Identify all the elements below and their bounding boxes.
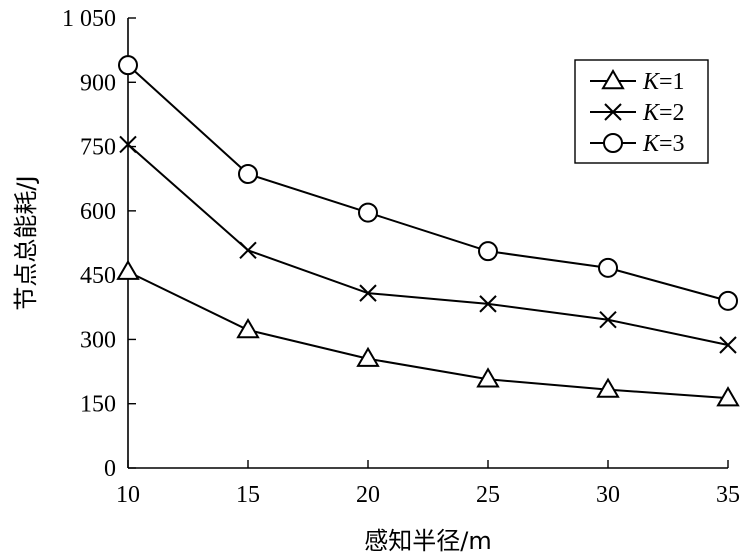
data-point [119, 135, 137, 154]
series-line [127, 270, 729, 400]
x-ticks: 10 15 20 25 30 35 [116, 460, 740, 508]
legend-entry: K=2 [590, 100, 685, 126]
axes [127, 18, 728, 469]
data-point [116, 259, 140, 280]
data-point [718, 290, 738, 311]
y-tick-label: 900 [80, 70, 116, 96]
series-k2 [119, 135, 737, 354]
series-line [127, 143, 729, 346]
data-point [358, 202, 378, 223]
y-tick-label: 0 [104, 456, 116, 482]
y-tick-label: 750 [80, 135, 116, 161]
legend-marker [601, 69, 625, 90]
legend-variable: K [642, 131, 661, 157]
data-point [356, 346, 380, 367]
series-layer [116, 55, 740, 407]
y-axis-title: 节点总能耗/J [12, 175, 40, 310]
y-tick-label: 600 [80, 199, 116, 225]
legend-label: K=1 [642, 69, 685, 95]
data-point [716, 386, 740, 407]
x-tick-label: 15 [236, 482, 260, 508]
x-tick-label: 20 [356, 482, 380, 508]
data-point [719, 336, 737, 354]
data-point [598, 257, 618, 278]
y-tick-label: 150 [80, 392, 116, 418]
data-point [236, 318, 260, 339]
series-k3 [118, 55, 738, 311]
data-point [239, 241, 257, 259]
x-tick-label: 25 [476, 482, 500, 508]
x-marker-stroke [719, 336, 737, 354]
series-line [127, 64, 729, 302]
legend-label: K=3 [642, 131, 685, 157]
legend: K=1K=2K=3 [574, 59, 709, 164]
y-tick-label: 300 [80, 327, 116, 353]
data-point [238, 164, 258, 184]
data-point [359, 284, 377, 302]
legend-value: =1 [659, 69, 685, 95]
y-tick-label: 450 [80, 263, 116, 289]
legend-marker [603, 133, 623, 153]
x-marker-stroke [119, 135, 137, 154]
x-tick-label: 10 [116, 482, 140, 508]
x-tick-label: 30 [596, 482, 620, 508]
x-marker-stroke [239, 241, 257, 259]
y-ticks: 0 150 300 450 600 750 900 1 050 [62, 6, 136, 482]
legend-variable: K [642, 100, 661, 126]
legend-value: =2 [659, 100, 685, 126]
x-marker-stroke [599, 311, 617, 329]
legend-entry: K=3 [590, 131, 685, 157]
x-marker-stroke [604, 103, 622, 121]
legend-variable: K [642, 69, 661, 95]
data-point [596, 377, 620, 398]
data-point [476, 367, 500, 388]
series-k1 [116, 259, 740, 407]
data-point [118, 55, 138, 76]
data-point [479, 295, 497, 313]
legend-label: K=2 [642, 100, 685, 126]
data-point [478, 241, 498, 262]
data-point [599, 311, 617, 329]
legend-entry: K=1 [590, 69, 685, 95]
x-marker-stroke [359, 284, 377, 302]
y-tick-label: 1 050 [62, 6, 116, 32]
legend-marker [604, 103, 622, 121]
x-axis-title: 感知半径/m [364, 527, 491, 555]
x-marker-stroke [479, 295, 497, 313]
x-tick-label: 35 [716, 482, 740, 508]
legend-value: =3 [659, 131, 685, 157]
